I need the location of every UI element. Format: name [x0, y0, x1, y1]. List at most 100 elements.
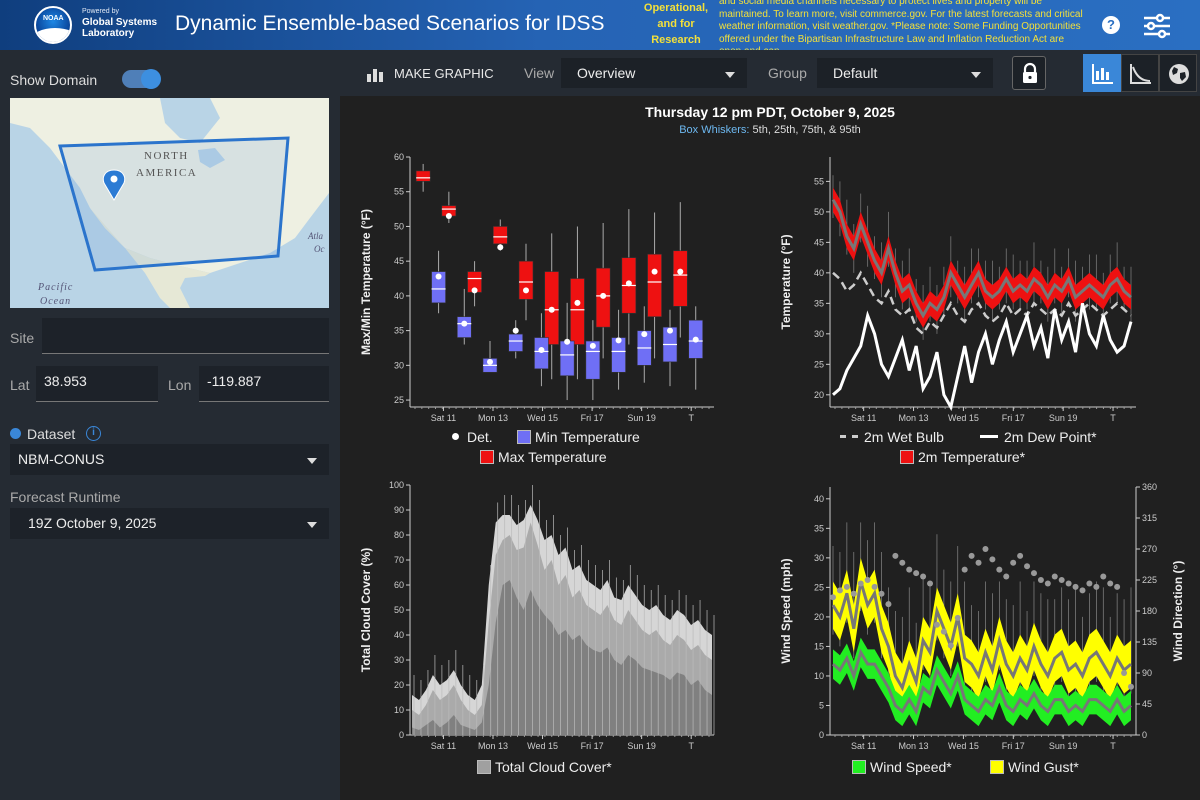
lon-label: Lon	[168, 377, 192, 393]
wind-direction-point	[1010, 559, 1017, 566]
x-tick-label: Sun 19	[1049, 741, 1078, 751]
runtime-select[interactable]: 19Z October 9, 2025	[10, 508, 329, 539]
wind-direction-point	[933, 621, 940, 628]
noaa-logo[interactable]: NOAA	[34, 6, 72, 44]
wind-speed-median-line	[832, 648, 1132, 716]
wind-direction-point	[927, 580, 934, 587]
legend-min-temp-label: Min Temperature	[535, 429, 640, 445]
legend-wet-bulb-label: 2m Wet Bulb	[864, 429, 944, 445]
chart-title: Thursday 12 pm PDT, October 9, 2025	[645, 104, 895, 120]
cloud-cover-chart: 0 10 20 30 40 50 60 70 80 90 100 Sat 11 Mon 13 Wed 15…	[340, 475, 740, 800]
min-temp-box	[431, 271, 446, 304]
y2-tick-label: 135	[1142, 637, 1157, 647]
y2-tick-label: 180	[1142, 606, 1157, 616]
wind-direction-point	[1072, 583, 1079, 590]
max-temp-det-point	[625, 280, 632, 287]
y2-tick-label: 0	[1142, 730, 1147, 740]
x-tick-label: Fri 17	[581, 741, 604, 751]
wind-direction-point	[1107, 580, 1114, 587]
domain-map[interactable]: NORTH AMERICA Pacific Ocean Atla Oc	[10, 98, 329, 308]
y-tick-label: 100	[389, 480, 404, 490]
y-tick-label: 90	[394, 505, 404, 515]
view-select[interactable]: Overview	[561, 58, 747, 88]
group-select[interactable]: Default	[817, 58, 993, 88]
dataset-label: Dataset	[27, 426, 76, 442]
wind-direction-point	[878, 590, 885, 597]
view-boxplot-button[interactable]	[1083, 54, 1121, 92]
show-domain-label: Show Domain	[10, 72, 98, 88]
x-tick-label: Sun 19	[627, 413, 656, 423]
wind-chart: 0 5 10 15 20 25 30 35 40 Sat 11 Mon 13 Wed 15 Fri 17…	[760, 475, 1200, 800]
y2-tick-label: 90	[1142, 668, 1152, 678]
view-scatter-button[interactable]	[1121, 54, 1159, 92]
y-tick-label: 20	[394, 680, 404, 690]
max-temp-det-point	[574, 299, 581, 306]
settings-sliders-icon[interactable]	[1142, 13, 1172, 39]
lon-input[interactable]: -119.887	[199, 366, 329, 402]
dew-point-line	[832, 303, 1133, 412]
show-domain-toggle[interactable]	[122, 69, 161, 89]
max-temp-box	[492, 226, 508, 245]
min-temp-det-point	[435, 273, 442, 280]
wind-direction-point	[1093, 583, 1100, 590]
legend-max-temp-label: Max Temperature	[498, 449, 607, 465]
legend-wind-gust: Wind Gust*	[990, 759, 1079, 775]
legend-2m-temp: 2m Temperature*	[900, 449, 1025, 465]
info-icon[interactable]: i	[86, 426, 101, 441]
x-tick-label: Sun 19	[1049, 413, 1078, 423]
map-label-atlantic: Atla	[307, 231, 323, 241]
legend-dew-point: 2m Dew Point*	[980, 429, 1097, 445]
y-tick-label: 40	[394, 291, 404, 301]
x-tick-label: Mon 13	[478, 413, 508, 423]
y-tick-label: 5	[819, 700, 824, 710]
wind-direction-point	[1051, 573, 1058, 580]
x-tick-label: T	[1110, 413, 1116, 423]
x-tick-label: Sat 11	[851, 741, 876, 751]
y-tick-label: 10	[814, 671, 824, 681]
x-tick-label: Wed 15	[527, 741, 558, 751]
dataset-select[interactable]: NBM-CONUS	[10, 444, 329, 475]
wind-direction-point	[1128, 683, 1134, 690]
toolbar	[340, 50, 1200, 96]
wind-direction-point	[892, 552, 899, 559]
max-temp-box	[672, 250, 688, 307]
wind-direction-point	[989, 556, 996, 563]
temp-iqr-band	[833, 187, 1131, 328]
y-tick-label: 25	[814, 359, 824, 369]
lock-button[interactable]	[1012, 56, 1046, 90]
legend-cloud-cover: Total Cloud Cover*	[477, 759, 612, 775]
x-tick-label: Sat 11	[431, 741, 456, 751]
max-temp-det-point	[600, 292, 607, 299]
y-tick-label: 20	[814, 612, 824, 622]
view-map-button[interactable]	[1159, 54, 1197, 92]
make-graphic-button[interactable]: MAKE GRAPHIC	[366, 64, 494, 84]
site-input[interactable]	[42, 318, 329, 354]
wind-direction-point	[961, 566, 968, 573]
help-icon[interactable]: ?	[1102, 16, 1120, 34]
y2-tick-label: 360	[1142, 482, 1157, 492]
legend-dew-point-label: 2m Dew Point*	[1004, 429, 1097, 445]
max-temp-det-point	[523, 287, 529, 294]
wind-gust-median-line	[831, 581, 1132, 692]
lab-name: Global Systems Laboratory	[82, 17, 158, 39]
legend-wind-speed: Wind Speed*	[852, 759, 952, 775]
y-tick-label: 80	[394, 530, 404, 540]
lat-label: Lat	[10, 377, 30, 393]
y-tick-label: 20	[814, 390, 824, 400]
x-tick-label: T	[688, 741, 694, 751]
y-tick-label: 35	[814, 298, 824, 308]
y-axis-title: Max/Min Temperature (°F)	[359, 209, 373, 355]
wind-direction-point	[1065, 580, 1072, 587]
y-tick-label: 30	[394, 360, 404, 370]
box-whiskers-value: 5th, 25th, 75th, & 95th	[752, 124, 861, 136]
wind-direction-point	[1037, 577, 1044, 583]
lat-input[interactable]: 38.953	[36, 366, 158, 402]
location-pin-icon[interactable]	[102, 169, 126, 201]
wind-direction-point	[1030, 570, 1037, 577]
min-temp-det-point	[538, 347, 545, 354]
x-tick-label: Wed 15	[527, 413, 558, 423]
view-value: Overview	[577, 65, 636, 81]
wind-direction-point	[830, 594, 836, 601]
legend-det-label: Det.	[467, 429, 493, 445]
lock-icon	[1023, 62, 1037, 83]
